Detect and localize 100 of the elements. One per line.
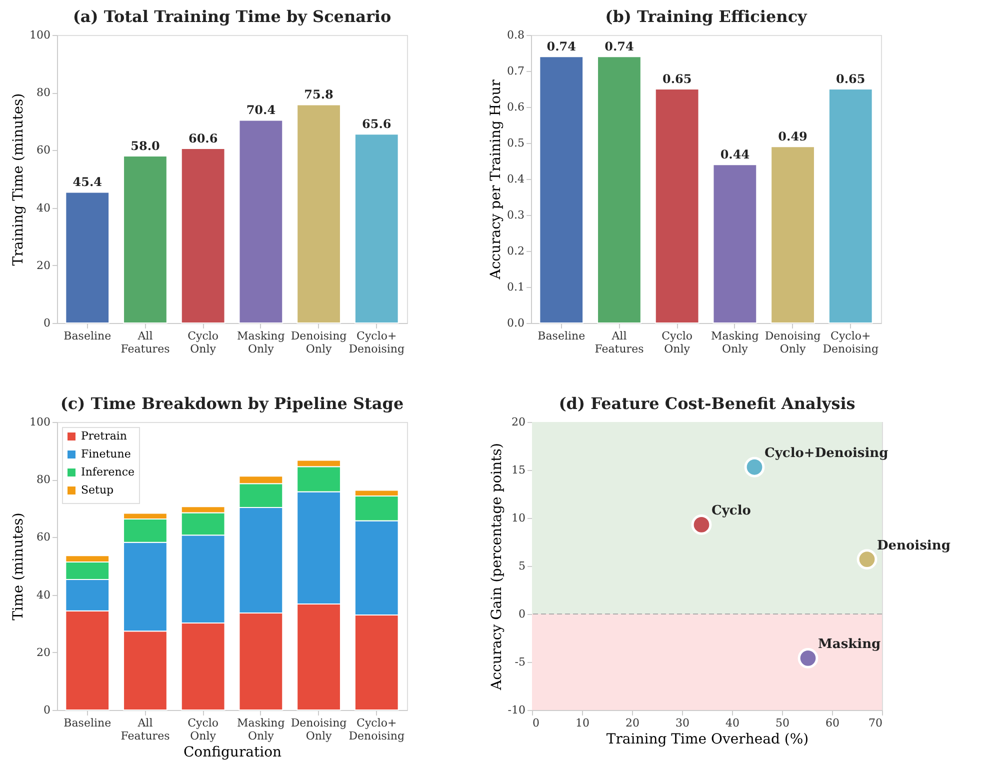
data-label: 0.65 bbox=[662, 72, 692, 86]
data-label: 65.6 bbox=[362, 117, 392, 132]
bar bbox=[238, 120, 284, 324]
y-tick-label: 0.0 bbox=[507, 316, 524, 330]
y-tick-label: 5 bbox=[518, 560, 526, 572]
x-tick-label: Denoising Only bbox=[290, 716, 347, 742]
x-tick-label: 70 bbox=[868, 716, 882, 730]
x-tick-label: Cyclo Only bbox=[188, 716, 219, 742]
x-tick-label: Cyclo+ Denoising bbox=[348, 330, 405, 356]
y-tick-label: 80 bbox=[36, 86, 50, 100]
series-label: Cyclo bbox=[712, 504, 752, 519]
data-label: 0.74 bbox=[546, 40, 576, 54]
series-label: Masking bbox=[818, 637, 881, 652]
x-tick-label: Cyclo+ Denoising bbox=[822, 330, 879, 356]
x-tick-label: 40 bbox=[726, 716, 740, 730]
bar bbox=[712, 164, 758, 324]
legend-label: Setup bbox=[81, 484, 114, 496]
y-tick-label: 0.5 bbox=[507, 136, 524, 150]
y-tick-label: 80 bbox=[36, 473, 50, 486]
x-tick-label: Masking Only bbox=[237, 330, 285, 356]
y-tick-label: 20 bbox=[36, 646, 50, 659]
y-tick-label: 0.4 bbox=[507, 172, 524, 186]
y-tick-label: 40 bbox=[36, 588, 50, 602]
bar bbox=[770, 146, 815, 324]
y-tick-label: 0 bbox=[44, 704, 50, 716]
bar bbox=[354, 134, 399, 324]
bar bbox=[296, 104, 341, 324]
y-tick-label: 0.2 bbox=[507, 244, 524, 258]
legend-label: Finetune bbox=[81, 448, 131, 460]
y-tick-label: 20 bbox=[36, 258, 50, 272]
y-tick-label: -5 bbox=[514, 656, 526, 668]
data-label: 75.8 bbox=[304, 88, 334, 102]
y-tick-label: 60 bbox=[36, 530, 50, 544]
x-tick-label: Masking Only bbox=[237, 716, 285, 742]
y-tick-label: 0 bbox=[518, 608, 526, 620]
x-tick-label: All Features bbox=[120, 716, 170, 742]
x-tick-label: 0 bbox=[532, 716, 540, 730]
chart-title: (d) Feature Cost-Benefit Analysis bbox=[558, 394, 856, 413]
x-tick-label: Masking Only bbox=[711, 330, 759, 356]
y-tick-label: 100 bbox=[30, 416, 50, 428]
data-label: 0.74 bbox=[604, 40, 634, 54]
x-tick-label: Denoising Only bbox=[290, 330, 347, 356]
chart-title: (a) Total Training Time by Scenario bbox=[72, 7, 392, 26]
data-label: 0.44 bbox=[720, 148, 750, 162]
point bbox=[798, 648, 818, 668]
y-tick-label: 0.3 bbox=[507, 208, 524, 222]
bar bbox=[180, 148, 226, 324]
x-tick-label: All Features bbox=[594, 330, 644, 356]
y-axis-title: Accuracy per Training Hour bbox=[488, 79, 504, 280]
x-tick-label: Baseline bbox=[64, 716, 112, 730]
x-tick-label: Cyclo+ Denoising bbox=[348, 716, 405, 742]
x-tick-label: All Features bbox=[120, 330, 170, 356]
y-tick-label: 0.1 bbox=[507, 280, 524, 294]
data-label: 0.65 bbox=[836, 72, 866, 86]
x-tick-label: Baseline bbox=[64, 330, 112, 342]
data-label: 60.6 bbox=[188, 131, 218, 146]
y-axis-title: Training Time (minutes) bbox=[10, 93, 27, 266]
x-tick-label: Baseline bbox=[538, 330, 586, 342]
legend-label: Inference bbox=[81, 466, 135, 478]
series-label: Cyclo+Denoising bbox=[764, 446, 888, 462]
bar bbox=[65, 192, 110, 324]
data-label: 70.4 bbox=[246, 103, 276, 118]
y-tick-label: 10 bbox=[512, 512, 526, 524]
y-tick-label: 0.8 bbox=[507, 28, 524, 42]
data-label: 58.0 bbox=[130, 138, 160, 153]
point bbox=[691, 514, 712, 535]
y-tick-label: 0 bbox=[44, 316, 50, 330]
data-label: 0.49 bbox=[778, 130, 808, 144]
chart-title: (b) Training Efficiency bbox=[605, 7, 808, 26]
x-tick-label: 10 bbox=[576, 716, 590, 730]
x-tick-label: 60 bbox=[826, 716, 840, 730]
x-tick-label: Denoising Only bbox=[764, 330, 821, 356]
bar bbox=[597, 56, 642, 324]
x-tick-label: 50 bbox=[776, 716, 790, 730]
y-tick-label: 60 bbox=[36, 144, 50, 157]
y-tick-label: 40 bbox=[36, 201, 50, 214]
bar bbox=[828, 88, 873, 324]
x-axis-title: Training Time Overhead (%) bbox=[606, 732, 809, 748]
y-tick-label: -10 bbox=[508, 704, 526, 716]
x-axis-title: Configuration bbox=[183, 744, 282, 760]
y-tick-label: 0.6 bbox=[507, 100, 524, 114]
series-label: Denoising bbox=[877, 538, 950, 554]
x-tick-label: 30 bbox=[676, 716, 690, 730]
point bbox=[744, 456, 765, 478]
x-tick-label: Cyclo Only bbox=[662, 330, 693, 356]
y-axis-title: Accuracy Gain (percentage points) bbox=[488, 443, 505, 691]
legend-label: Pretrain bbox=[81, 430, 128, 442]
point bbox=[856, 549, 878, 570]
chart-title: (c) Time Breakdown by Pipeline Stage bbox=[60, 394, 404, 413]
bar bbox=[539, 56, 584, 324]
y-tick-label: 100 bbox=[30, 28, 50, 42]
x-tick-label: 20 bbox=[626, 716, 640, 730]
y-tick-label: 20 bbox=[512, 416, 526, 428]
bar bbox=[123, 155, 168, 324]
data-label: 45.4 bbox=[72, 175, 102, 190]
y-axis-title: Time (minutes) bbox=[10, 512, 27, 620]
y-tick-label: 15 bbox=[512, 464, 526, 476]
bar bbox=[654, 88, 700, 324]
x-tick-label: Cyclo Only bbox=[188, 330, 219, 356]
y-tick-label: 0.7 bbox=[507, 64, 524, 78]
